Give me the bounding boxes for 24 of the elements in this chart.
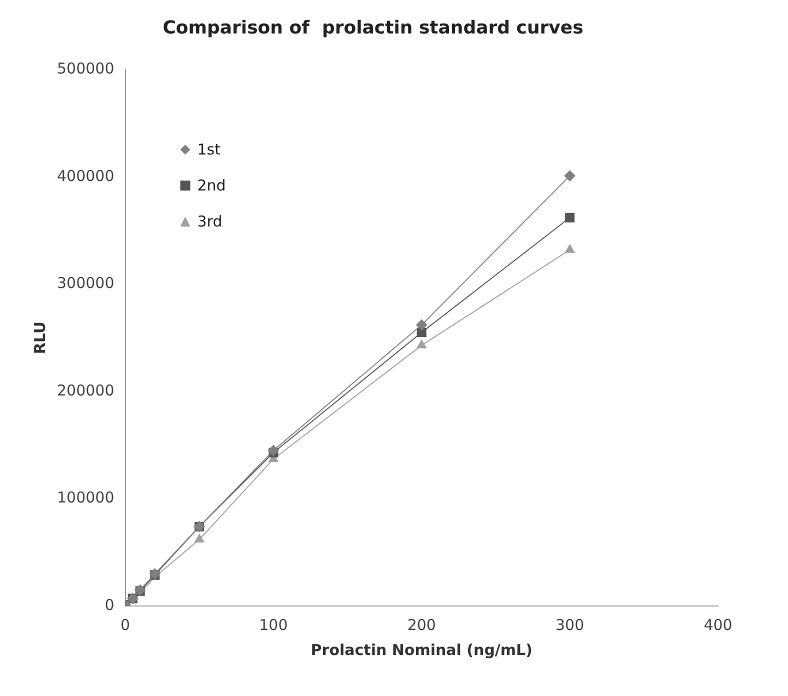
point — [564, 244, 575, 253]
x-tick-label: 100 — [259, 616, 288, 634]
point — [565, 212, 575, 222]
point — [564, 170, 576, 182]
legend-label: 3rd — [197, 212, 222, 230]
y-tick-label: 300000 — [56, 274, 114, 292]
point — [416, 340, 426, 348]
x-tick-label: 0 — [120, 616, 130, 634]
x-tick-label: 300 — [555, 616, 584, 634]
legend-label: 2nd — [197, 176, 226, 194]
point — [268, 444, 279, 456]
point — [194, 534, 204, 542]
y-axis-title: RLU — [30, 321, 49, 354]
y-tick-label: 0 — [104, 596, 114, 614]
y-tick-label: 100000 — [56, 488, 114, 507]
point — [416, 319, 428, 330]
x-axis-title: Prolactin Nominal (ng/mL) — [310, 640, 532, 659]
x-tick-label: 400 — [704, 616, 732, 634]
chart-title: Comparison of prolactin standard curves — [162, 17, 584, 38]
y-tick-label: 400000 — [56, 166, 114, 185]
y-tick-label: 500000 — [56, 59, 114, 78]
legend-label: 1st — [197, 140, 221, 158]
y-tick-label: 200000 — [56, 381, 114, 400]
x-tick-label: 200 — [407, 616, 436, 634]
